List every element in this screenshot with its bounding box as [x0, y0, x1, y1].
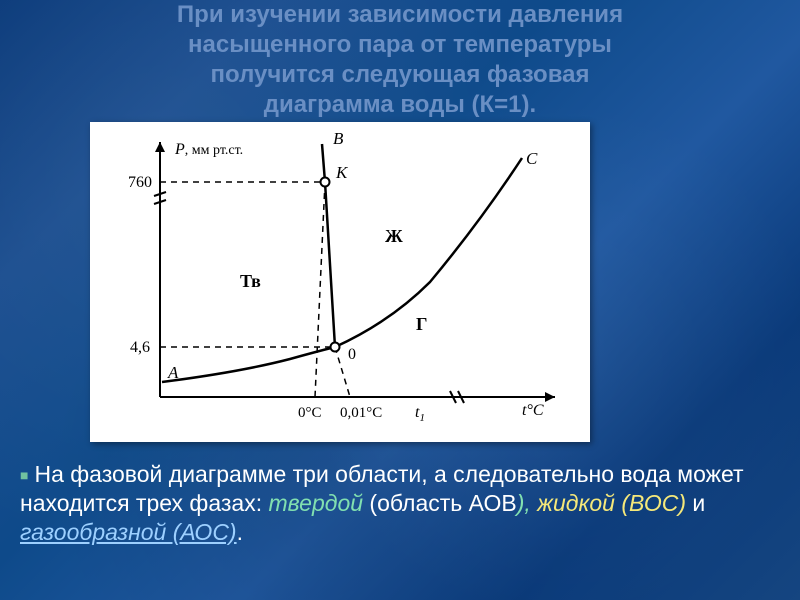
- body-liquid: жидкой (ВОС): [537, 490, 686, 516]
- triple-point: [331, 343, 340, 352]
- point-k: [321, 178, 330, 187]
- label-a: A: [167, 363, 179, 382]
- slide-root: При изучении зависимости давления насыще…: [0, 0, 800, 600]
- slide-title: При изучении зависимости давления насыще…: [0, 0, 800, 120]
- curve-ob: [322, 144, 335, 347]
- body-between: и: [686, 490, 705, 516]
- dash-0c: [315, 182, 325, 397]
- title-line2: насыщенного пара от температуры: [188, 31, 612, 58]
- label-k: K: [335, 163, 349, 182]
- title-line1: При изучении зависимости давления: [177, 1, 623, 28]
- bullet-icon: ■: [20, 467, 28, 483]
- x-axis-arrow: [545, 392, 555, 402]
- body-close1: ),: [517, 490, 531, 516]
- body-gas: газообразной (АОС): [20, 519, 237, 545]
- title-line3: получится следующая фазовая: [211, 61, 590, 88]
- x-axis-label: t°C: [522, 402, 544, 419]
- body-solid: твердой: [269, 490, 364, 516]
- body-text: ■На фазовой диаграмме три области, а сле…: [20, 460, 780, 546]
- xtick-001c: 0,01°C: [340, 405, 382, 421]
- ytick-760: 760: [128, 174, 152, 191]
- label-o: 0: [348, 346, 356, 363]
- title-line4: диаграмма воды (К=1).: [264, 91, 536, 118]
- y-axis-arrow: [155, 142, 165, 152]
- xtick-t1: t1: [415, 404, 425, 424]
- region-solid: Тв: [240, 271, 261, 291]
- label-b: B: [333, 129, 344, 148]
- phase-diagram-chart: P, мм рт.ст. t°C 760 4,6 0°C 0,01°C t1 B…: [90, 122, 590, 442]
- xtick-0c: 0°C: [298, 405, 322, 421]
- ytick-46: 4,6: [130, 339, 150, 356]
- chart-svg: P, мм рт.ст. t°C 760 4,6 0°C 0,01°C t1 B…: [90, 122, 590, 442]
- body-solid-region: (область АОВ: [363, 490, 517, 516]
- region-gas: Г: [416, 314, 427, 334]
- region-liquid: Ж: [385, 226, 403, 246]
- curve-ao: [162, 347, 335, 382]
- body-end: .: [237, 519, 243, 545]
- curve-oc: [335, 158, 522, 347]
- label-c: C: [526, 149, 538, 168]
- y-axis-label: P, мм рт.ст.: [174, 141, 243, 158]
